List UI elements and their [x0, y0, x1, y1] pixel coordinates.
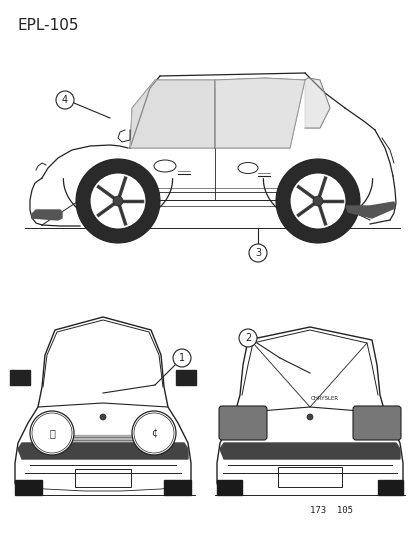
Polygon shape	[32, 210, 62, 220]
Polygon shape	[15, 317, 190, 493]
Circle shape	[238, 329, 256, 347]
Text: 平: 平	[49, 428, 55, 438]
Text: 2: 2	[244, 333, 251, 343]
FancyBboxPatch shape	[218, 406, 266, 440]
Text: 173  105: 173 105	[309, 506, 352, 515]
Text: CHRYSLER: CHRYSLER	[310, 397, 338, 401]
Polygon shape	[304, 78, 329, 128]
Circle shape	[312, 196, 322, 206]
Circle shape	[113, 196, 123, 206]
Circle shape	[275, 159, 359, 243]
Circle shape	[90, 173, 146, 229]
Polygon shape	[18, 443, 188, 459]
Polygon shape	[219, 443, 399, 459]
Polygon shape	[164, 480, 190, 495]
Text: ¢: ¢	[150, 428, 157, 438]
Circle shape	[132, 411, 176, 455]
Circle shape	[30, 411, 74, 455]
Text: 4: 4	[62, 95, 68, 105]
Circle shape	[289, 173, 345, 229]
Polygon shape	[10, 370, 30, 385]
Circle shape	[56, 91, 74, 109]
Circle shape	[173, 349, 190, 367]
Polygon shape	[214, 78, 304, 148]
Text: 3: 3	[254, 248, 261, 258]
Text: EPL-105: EPL-105	[18, 18, 79, 33]
Circle shape	[248, 244, 266, 262]
Polygon shape	[70, 435, 136, 443]
Circle shape	[306, 414, 312, 420]
Polygon shape	[130, 80, 214, 148]
Bar	[75, 469, 131, 487]
Polygon shape	[176, 370, 195, 385]
Text: 1: 1	[178, 353, 185, 363]
Bar	[277, 467, 341, 487]
Polygon shape	[15, 480, 42, 495]
Polygon shape	[377, 480, 402, 495]
Polygon shape	[216, 327, 402, 493]
Circle shape	[76, 159, 159, 243]
FancyBboxPatch shape	[352, 406, 400, 440]
Circle shape	[100, 414, 106, 420]
Polygon shape	[345, 202, 394, 218]
Polygon shape	[216, 480, 242, 495]
